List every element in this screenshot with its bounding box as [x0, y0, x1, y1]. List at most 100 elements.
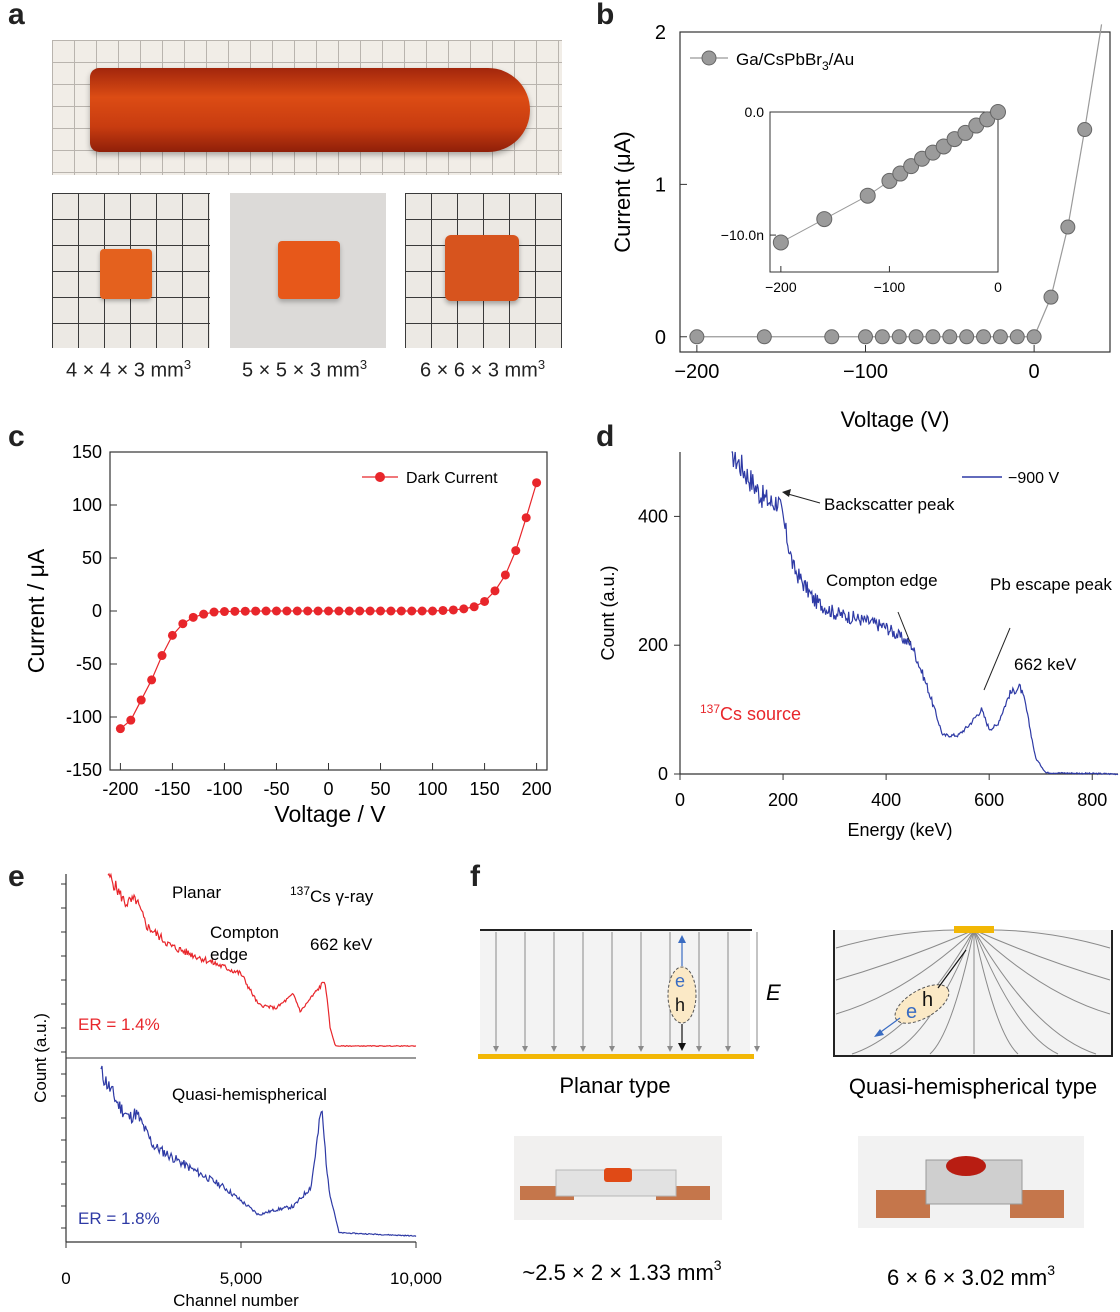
chart-b-inset-point — [990, 104, 1006, 120]
chart-b-xlabel: Voltage (V) — [841, 407, 950, 432]
chart-e-top-source: 137Cs γ-ray — [290, 884, 374, 906]
panel-d-label: d — [596, 420, 615, 453]
quasi-electron-arrow — [877, 1017, 901, 1035]
chart-c-point — [313, 606, 323, 616]
quasi-device-top — [946, 1156, 986, 1176]
chart-e-xtick-label: 0 — [61, 1269, 70, 1288]
crystal-6x6x3-photo — [405, 193, 562, 348]
chart-e-top-title: Planar — [172, 883, 221, 902]
chart-c-point — [469, 602, 479, 612]
crystal-cube-small — [100, 249, 152, 299]
annot-backscatter-arrow — [787, 493, 821, 504]
planar-field-arrowhead — [667, 1046, 673, 1052]
chart-b-point — [976, 329, 992, 345]
chart-d-ytick-label: 0 — [658, 764, 668, 784]
quasi-title: Quasi-hemispherical type — [849, 1074, 1097, 1099]
chart-c-point — [136, 695, 146, 705]
chart-b-xtick-label: −100 — [843, 361, 888, 383]
chart-b-inset-point — [772, 234, 789, 251]
chart-c-point — [188, 612, 198, 622]
chart-c-ylabel: Current / μA — [23, 548, 49, 673]
chart-c-point — [365, 606, 375, 616]
chart-c-point — [292, 606, 302, 616]
chart-d-xtick-label: 200 — [768, 790, 798, 810]
chart-b-xtick-label: 0 — [1029, 361, 1040, 383]
chart-c-dark-current: -200 -150 -100 -50 0 50 100 150 200-150-100-5005… — [23, 442, 552, 827]
planar-field-arrowhead — [696, 1046, 702, 1052]
chart-c-point — [459, 604, 469, 614]
annot-backscatter-arrowhead — [782, 489, 791, 497]
chart-c-point — [147, 675, 157, 685]
chart-e-spectra: 0 5,000 10,000 Channel number Count (a.u.)… — [31, 872, 442, 1310]
chart-b-inset-xtick-label: −100 — [874, 279, 906, 295]
chart-b-inset-point — [859, 187, 876, 204]
chart-d-ylabel: Count (a.u.) — [598, 565, 618, 660]
chart-c-xtick-label: -50 — [263, 779, 289, 799]
planar-size: ~2.5 × 2 × 1.33 mm3 — [522, 1257, 721, 1285]
chart-e-bottom-er: ER = 1.8% — [78, 1209, 160, 1228]
chart-c-point — [480, 596, 490, 606]
planar-hole-arrowhead — [678, 1043, 686, 1051]
planar-field-arrowhead — [522, 1046, 528, 1052]
quasi-electron: e — [906, 1001, 917, 1023]
chart-e-bottom-line — [100, 1065, 417, 1237]
quasi-field-line — [973, 929, 1059, 1055]
chart-b-iv-curve: −200 −100 0 0 1 2 Voltage (V) Current (μA) Ga… — [610, 22, 1111, 432]
chart-d-xlabel: Energy (keV) — [847, 820, 952, 840]
chart-b-point — [756, 329, 772, 345]
chart-c-point — [521, 513, 531, 523]
chart-c-point — [230, 606, 240, 616]
chart-c-point — [271, 606, 281, 616]
chart-c-xtick-label: 150 — [470, 779, 500, 799]
chart-d-line — [731, 451, 1119, 776]
chart-c-point — [355, 606, 365, 616]
chart-d-xtick-label: 0 — [675, 790, 685, 810]
chart-e-xlabel: Channel number — [173, 1291, 299, 1310]
panel-f-label: f — [470, 860, 480, 893]
chart-e-top-er: ER = 1.4% — [78, 1015, 160, 1034]
planar-electron-arrowhead — [678, 935, 686, 943]
chart-c-ytick-label: 150 — [72, 442, 102, 462]
quasi-field-line — [835, 929, 975, 1015]
chart-d-xtick-label: 600 — [974, 790, 1004, 810]
chart-b-point — [874, 329, 890, 345]
planar-field-arrowhead — [725, 1046, 731, 1052]
chart-c-point — [126, 715, 136, 725]
chart-b-inset-xtick-label: −200 — [765, 279, 797, 295]
chart-b-ytick-label: 1 — [655, 174, 666, 196]
chart-c-point — [500, 570, 510, 580]
planar-carrier-pair — [667, 966, 697, 1024]
quasi-field-line — [973, 929, 1111, 1015]
annot-pb-escape: Pb escape peak — [990, 575, 1112, 594]
caption-4x4x3: 4 × 4 × 3 mm3 — [66, 357, 192, 382]
chart-c-point — [324, 606, 333, 616]
chart-c-xtick-label: 100 — [418, 779, 448, 799]
quasi-field-line — [929, 929, 975, 1055]
chart-b-inset-point — [816, 211, 833, 228]
chart-c-point — [261, 606, 271, 616]
chart-e-top-compton-2: edge — [210, 945, 248, 964]
chart-c-xtick-label: 50 — [371, 779, 391, 799]
chart-d-legend-label: −900 V — [1008, 470, 1059, 487]
chart-b-point — [992, 329, 1008, 345]
chart-b-ytick-label: 2 — [655, 22, 666, 44]
chart-c-legend-label: Dark Current — [406, 470, 498, 487]
chart-c-point — [417, 606, 427, 616]
quasi-field-line — [835, 929, 975, 981]
chart-b-xtick-label: −200 — [674, 361, 719, 383]
chart-c-point — [428, 606, 438, 616]
chart-e-bottom-title: Quasi-hemispherical — [172, 1085, 327, 1104]
chart-c-point — [240, 606, 250, 616]
chart-b-point — [891, 329, 907, 345]
planar-field-arrowhead — [638, 1046, 644, 1052]
chart-c-point — [407, 606, 417, 616]
chart-b-ytick-label: 0 — [655, 327, 666, 349]
chart-d-ytick-label: 400 — [638, 506, 668, 526]
quasi-carrier-pair — [894, 984, 950, 1024]
chart-e-xtick-label: 10,000 — [390, 1269, 442, 1288]
chart-b-point — [1060, 219, 1076, 235]
quasi-device-pad-left — [876, 1190, 930, 1218]
chart-c-point — [448, 605, 458, 615]
chart-b-point — [857, 329, 873, 345]
chart-e-top-662: 662 keV — [310, 935, 373, 954]
